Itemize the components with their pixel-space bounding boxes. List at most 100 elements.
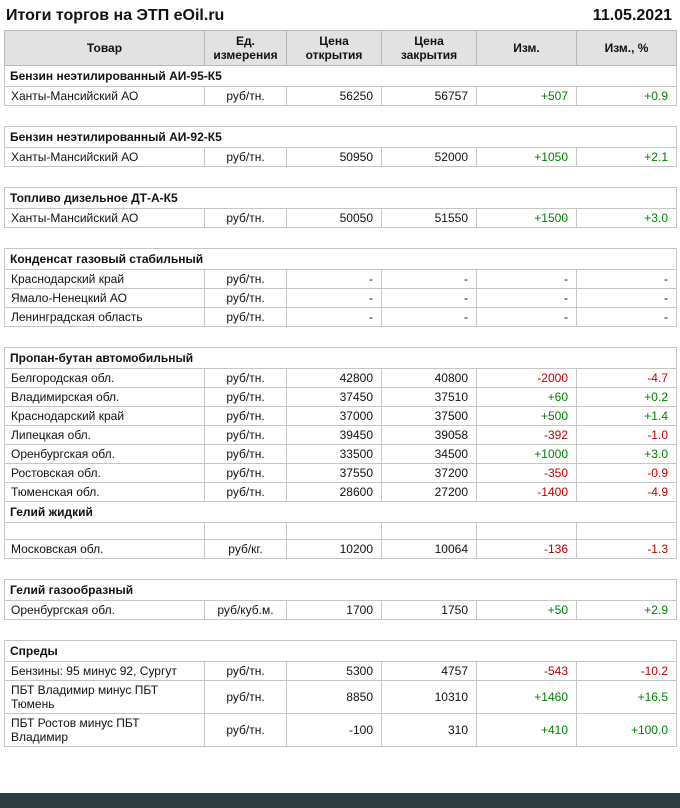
product-cell: Ленинградская область (4, 307, 205, 327)
change-pct-cell: -10.2 (576, 661, 677, 681)
section-spacer-cell (5, 228, 677, 249)
unit-cell (204, 522, 287, 540)
unit-cell: руб/тн. (204, 463, 287, 483)
open-price-cell: 37000 (286, 406, 382, 426)
table-row: Владимирская обл. руб/тн. 37450 37510 +60 +0.… (4, 387, 677, 407)
unit-cell: руб/тн. (204, 482, 287, 502)
table-row: Белгородская обл. руб/тн. 42800 40800 -2000-… (4, 368, 677, 388)
column-header-3: Цена закрытия (381, 30, 477, 66)
change-cell: +1500 (476, 208, 577, 228)
section-header-row: Топливо дизельное ДТ-А-К5 (4, 187, 677, 209)
close-price-cell: 4757 (381, 661, 477, 681)
open-price-cell: - (286, 288, 382, 308)
product-cell: Бензины: 95 минус 92, Сургут (4, 661, 205, 681)
product-cell (4, 522, 205, 540)
table-row: ПБТ Ростов минус ПБТ Владимир руб/тн. -100… (4, 713, 677, 747)
close-price-cell (381, 522, 477, 540)
section-header-row: Пропан-бутан автомобильный (4, 347, 677, 369)
section-spacer-cell (5, 106, 677, 127)
change-cell: -392 (476, 425, 577, 445)
product-cell: Липецкая обл. (4, 425, 205, 445)
change-cell: +507 (476, 86, 577, 106)
unit-cell: руб/тн. (204, 368, 287, 388)
section-title: Конденсат газовый стабильный (4, 248, 677, 270)
change-cell: - (476, 269, 577, 289)
section-spacer (5, 167, 677, 188)
close-price-cell: 10310 (381, 680, 477, 714)
close-price-cell: 52000 (381, 147, 477, 167)
change-pct-cell: +2.1 (576, 147, 677, 167)
section-header-row: Бензин неэтилированный АИ-95-К5 (4, 65, 677, 87)
unit-cell: руб/тн. (204, 387, 287, 407)
product-cell: Краснодарский край (4, 269, 205, 289)
change-cell: -2000 (476, 368, 577, 388)
close-price-cell: 39058 (381, 425, 477, 445)
close-price-cell: 1750 (381, 600, 477, 620)
section-title: Бензин неэтилированный АИ-92-К5 (4, 126, 677, 148)
close-price-cell: - (381, 288, 477, 308)
open-price-cell: 50950 (286, 147, 382, 167)
open-price-cell: - (286, 269, 382, 289)
change-cell: +1460 (476, 680, 577, 714)
unit-cell: руб/тн. (204, 406, 287, 426)
table-row: Бензины: 95 минус 92, Сургут руб/тн. 5300 4… (4, 661, 677, 681)
table-row: ПБТ Владимир минус ПБТ Тюмень руб/тн. 8850… (4, 680, 677, 714)
section-spacer (5, 106, 677, 127)
close-price-cell: 10064 (381, 539, 477, 559)
change-cell: +1050 (476, 147, 577, 167)
table-row (4, 522, 677, 540)
unit-cell: руб/тн. (204, 680, 287, 714)
unit-cell: руб/тн. (204, 307, 287, 327)
section-title: Пропан-бутан автомобильный (4, 347, 677, 369)
close-price-cell: 56757 (381, 86, 477, 106)
product-cell: ПБТ Владимир минус ПБТ Тюмень (4, 680, 205, 714)
change-pct-cell: -1.3 (576, 539, 677, 559)
section-spacer (5, 620, 677, 641)
product-cell: Ханты-Мансийский АО (4, 208, 205, 228)
change-cell: +50 (476, 600, 577, 620)
table-header: Товар Ед. измерения Цена открытия Цена закр… (4, 30, 677, 66)
unit-cell: руб/тн. (204, 147, 287, 167)
section-header-row: Спреды (4, 640, 677, 662)
change-pct-cell: +16.5 (576, 680, 677, 714)
product-cell: Белгородская обл. (4, 368, 205, 388)
section-spacer-cell (5, 167, 677, 188)
table-header-row: Товар Ед. измерения Цена открытия Цена закр… (4, 30, 677, 66)
change-pct-cell: +100.0 (576, 713, 677, 747)
change-cell: - (476, 307, 577, 327)
table-row: Краснодарский край руб/тн. 37000 37500 +500 +… (4, 406, 677, 426)
close-price-cell: 27200 (381, 482, 477, 502)
section-spacer (5, 327, 677, 348)
change-cell: -543 (476, 661, 577, 681)
table-row: Ханты-Мансийский АО руб/тн. 50050 51550 +150… (4, 208, 677, 228)
column-header-4: Изм. (476, 30, 577, 66)
change-pct-cell: -1.0 (576, 425, 677, 445)
section-header-row: Бензин неэтилированный АИ-92-К5 (4, 126, 677, 148)
product-cell: Ростовская обл. (4, 463, 205, 483)
open-price-cell: 10200 (286, 539, 382, 559)
table-row: Ханты-Мансийский АО руб/тн. 50950 52000 +105… (4, 147, 677, 167)
section-spacer-cell (5, 327, 677, 348)
section-spacer (5, 559, 677, 580)
unit-cell: руб/куб.м. (204, 600, 287, 620)
page-title: Итоги торгов на ЭТП eOil.ru (6, 7, 225, 24)
open-price-cell: 42800 (286, 368, 382, 388)
product-cell: Оренбургская обл. (4, 600, 205, 620)
section-header-row: Гелий жидкий (4, 501, 677, 523)
table-row: Ленинградская область руб/тн. - - - - (4, 307, 677, 327)
unit-cell: руб/тн. (204, 713, 287, 747)
footer-bar (0, 793, 680, 808)
open-price-cell (286, 522, 382, 540)
open-price-cell: 37450 (286, 387, 382, 407)
close-price-cell: - (381, 269, 477, 289)
product-cell: Тюменская обл. (4, 482, 205, 502)
column-header-2: Цена открытия (286, 30, 382, 66)
open-price-cell: 56250 (286, 86, 382, 106)
report-date: 11.05.2021 (592, 7, 672, 24)
product-cell: Ханты-Мансийский АО (4, 147, 205, 167)
column-header-5: Изм., % (576, 30, 677, 66)
close-price-cell: - (381, 307, 477, 327)
unit-cell: руб/тн. (204, 288, 287, 308)
close-price-cell: 310 (381, 713, 477, 747)
change-cell: -350 (476, 463, 577, 483)
